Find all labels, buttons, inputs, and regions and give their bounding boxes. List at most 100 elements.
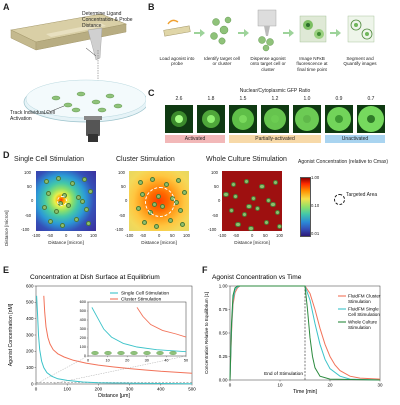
y-axis-label: Concentration Relative to Equilibrium [1…	[204, 292, 209, 374]
chart-e: Concentration at Dish Surface at Equilib…	[0, 270, 200, 400]
y-tick: 0	[125, 198, 128, 203]
inset-cell	[117, 351, 125, 355]
cell-image-unactivated	[357, 105, 385, 133]
panel-label-c: C	[148, 88, 155, 98]
heatmap-xlabel: Distance [micron]	[234, 240, 270, 245]
y-tick: -100	[21, 227, 30, 232]
zoom-guide	[51, 355, 187, 385]
y-axis-label: Agonist Concentration [nM]	[8, 303, 14, 366]
panel-c-title: Nuclear/Cytoplasmic GFP Ratio	[239, 88, 311, 94]
x-tick: -100	[218, 233, 227, 238]
cell-image-partial	[229, 105, 257, 133]
x-tick-label: 500	[188, 387, 196, 392]
inset-y-tick-label: 400	[80, 318, 86, 322]
y-tick: 50	[214, 184, 219, 189]
y-tick: 100	[24, 170, 31, 175]
nfkb-image-icon	[299, 15, 327, 43]
cell-dot	[138, 180, 144, 186]
ratio-value: 1.8	[207, 96, 215, 102]
x-tick: 0	[251, 233, 254, 238]
probe-loading-icon	[163, 19, 191, 37]
x-tick: -100	[32, 233, 41, 238]
cell-dot	[142, 220, 148, 226]
y-tick-label: 600	[26, 283, 34, 288]
series-line-1	[43, 295, 193, 374]
cell-dot	[74, 217, 80, 223]
probe-setup-illustration	[10, 13, 149, 142]
cell-dot	[154, 224, 160, 230]
y-tick-label: 0.25	[219, 354, 228, 359]
cell-dot	[241, 212, 248, 218]
x-tick: 0	[65, 233, 68, 238]
step-3-label: Dispense agonist onto target cell or clu…	[250, 56, 286, 72]
x-axis-label: Time [min]	[293, 389, 318, 395]
y-tick: 0	[31, 198, 34, 203]
inset-cell	[130, 351, 138, 355]
colorbar-tick: 0.10	[311, 203, 320, 208]
inset-y-tick-label: 0	[84, 354, 86, 358]
inset-series-line-0	[91, 307, 187, 353]
cell-dot	[150, 177, 156, 183]
x-tick-label: 400	[157, 387, 165, 392]
y-tick: 0	[218, 198, 221, 203]
band-activated: Activated	[165, 135, 225, 143]
series-line-0	[229, 285, 381, 381]
chart-f-svg: Agonist Concentration vs Time 0.00 0.25 0.5…	[204, 274, 383, 395]
inset-y-tick-label: 600	[80, 300, 86, 304]
panel-label-e: E	[3, 265, 10, 275]
cell-dot	[263, 220, 270, 226]
inset-x-tick-label: 10	[105, 359, 109, 363]
x-tick: 0	[158, 233, 161, 238]
cell-image-partial	[293, 105, 321, 133]
cell-dot	[42, 205, 48, 211]
cell-image-unactivated	[325, 105, 353, 133]
y-tick: -50	[25, 213, 32, 218]
inset-cell	[91, 351, 99, 355]
cell-dot	[88, 189, 94, 195]
cell-dot	[70, 181, 76, 187]
step-5-label: Segment and Quantify images	[343, 56, 377, 67]
cell-dot	[164, 182, 170, 188]
ratio-value: 0.7	[367, 96, 375, 102]
chart-f: Agonist Concentration vs Time 0.00 0.25 0.5…	[200, 270, 400, 400]
ratio-value: 2.6	[175, 96, 183, 102]
cell-dot	[82, 177, 88, 183]
cell-dot	[44, 179, 50, 185]
x-axis-label: Distance [μm]	[98, 393, 130, 399]
x-tick: -50	[233, 233, 240, 238]
y-tick-label: 0.00	[219, 377, 228, 382]
cell-dot	[48, 219, 54, 225]
inset-x-tick-label: 40	[164, 359, 168, 363]
segment-quantify-icon	[347, 15, 375, 43]
panel-label-f: F	[202, 265, 208, 275]
colorbar	[300, 177, 311, 237]
inset-series-line-1	[136, 307, 187, 338]
panel-a-label-bottom: Track Individual Cell Activation	[10, 110, 55, 122]
panel-a-schematic: Determine Ligand Concentration & Probe D…	[6, 10, 149, 145]
x-tick: -50	[47, 233, 54, 238]
cell-dot	[180, 222, 186, 228]
cell-dot	[274, 210, 281, 216]
y-tick: 50	[27, 184, 32, 189]
colorbar-title: Agonist Concentration (relative to Cmax)	[298, 159, 389, 165]
panel-a-label-top: Determine Ligand Concentration & Probe D…	[82, 11, 133, 29]
y-tick: -100	[208, 227, 217, 232]
cell-dot	[266, 198, 272, 204]
y-tick: 100	[118, 170, 125, 175]
panel-c-cells: 2.6 1.8 1.5 1.2 1.0 0.9 0.7 Activated Pa…	[163, 96, 395, 148]
inset-x-tick-label: 50	[184, 359, 188, 363]
x-tick: 50	[77, 233, 82, 238]
band-partially-activated: Partially-activated	[229, 135, 321, 143]
x-tick: 100	[183, 233, 190, 238]
panel-label-d: D	[3, 150, 10, 160]
ratio-value: 1.5	[239, 96, 247, 102]
cell-dot	[46, 191, 52, 197]
inset-y-tick-label: 300	[80, 327, 86, 331]
inset-cell	[156, 351, 164, 355]
cell-image-partial	[261, 105, 289, 133]
cell-dot	[270, 202, 276, 208]
cell-dot	[233, 194, 239, 200]
cell-dot	[76, 195, 82, 201]
dispense-icon	[257, 9, 277, 52]
cell-dot	[136, 206, 142, 212]
